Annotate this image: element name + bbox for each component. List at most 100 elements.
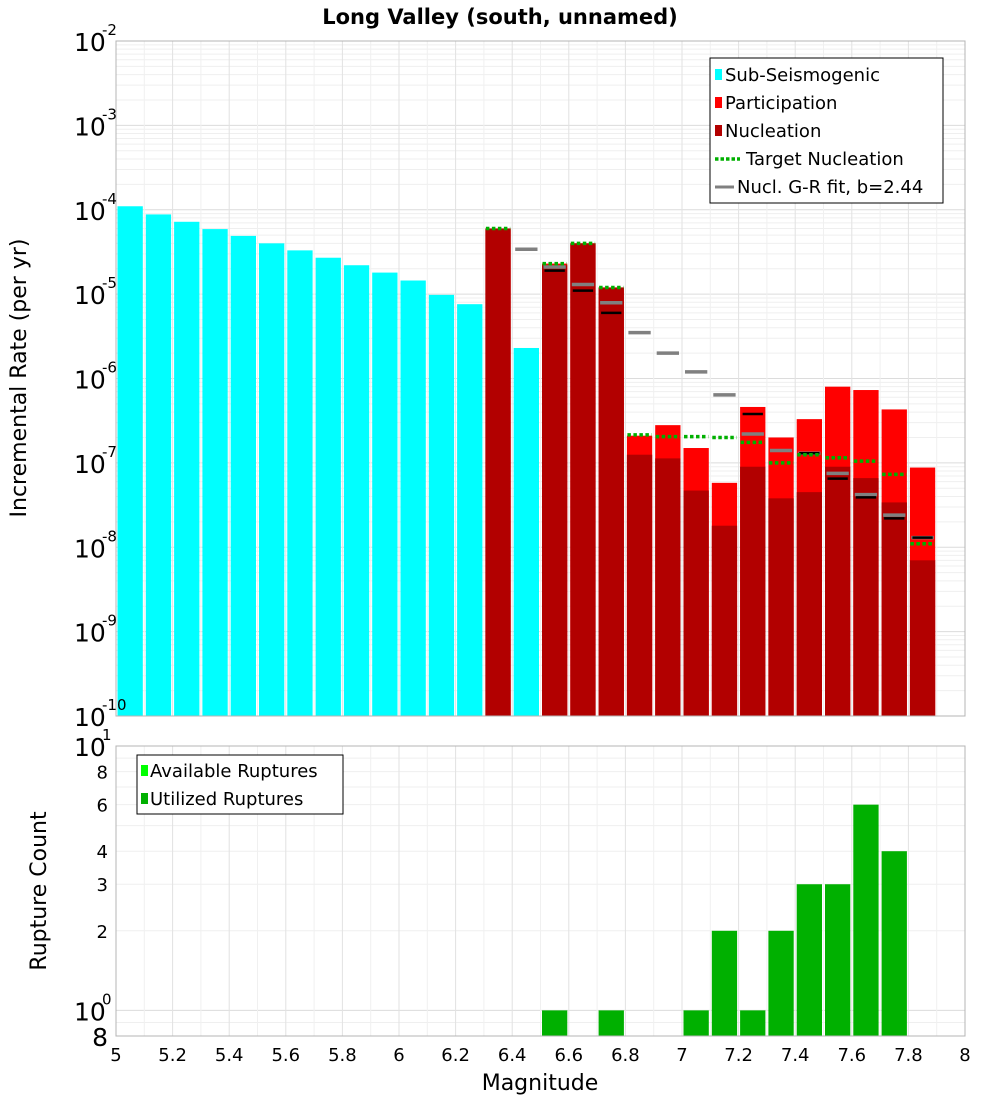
sub-seismogenic-bar: [202, 229, 228, 717]
legend-label: Participation: [725, 93, 837, 114]
nucleation-bar: [598, 287, 624, 716]
sub-seismogenic-bar: [259, 243, 285, 717]
sub-seismogenic-bar: [145, 214, 172, 717]
x-axis-label: Magnitude: [482, 1071, 599, 1096]
bottom-plot-frame: [115, 745, 966, 1037]
chart-title: Long Valley (south, unnamed): [322, 5, 678, 29]
sub-seismogenic-bar: [513, 347, 539, 716]
sub-seismogenic-bar: [428, 294, 455, 716]
legend-swatch: [141, 765, 148, 776]
y-tick-label: -8: [102, 527, 117, 545]
nucleation-bar: [655, 458, 681, 716]
bottom-legend: [136, 754, 344, 815]
utilized-ruptures-bar: [740, 1010, 766, 1036]
y-tick-label: 1: [102, 726, 112, 744]
x-tick-label: 8: [959, 1045, 970, 1066]
sub-seismogenic-bar: [457, 304, 483, 716]
y-tick-label: 10: [74, 450, 106, 479]
y-tick-label: 8: [92, 1023, 108, 1052]
y-tick-label: 10: [74, 534, 106, 563]
legend-label: Nucleation: [725, 121, 821, 142]
legend-label: Sub-Seismogenic: [725, 65, 880, 86]
x-tick-label: 5.8: [328, 1045, 357, 1066]
nucleation-bar: [825, 466, 851, 716]
nucleation-bar: [542, 265, 568, 716]
x-tick-label: 5.2: [158, 1045, 187, 1066]
top-plot-frame: [115, 40, 966, 717]
y-tick-label: -5: [102, 274, 117, 292]
y-tick-label: 10: [74, 28, 106, 57]
x-tick-label: 6.4: [498, 1045, 527, 1066]
sub-seismogenic-bar: [372, 272, 398, 716]
legend-label: Target Nucleation: [745, 149, 904, 170]
x-tick-label: 7.4: [781, 1045, 810, 1066]
nucleation-bar: [740, 466, 766, 716]
x-tick-label: 6.8: [611, 1045, 640, 1066]
y-tick-label: 4: [97, 842, 108, 863]
nucleation-bar: [796, 492, 822, 716]
x-tick-label: 5: [110, 1045, 121, 1066]
x-tick-label: 7.6: [837, 1045, 866, 1066]
y-tick-label: -2: [102, 21, 117, 39]
y-tick-label: 10: [74, 997, 106, 1026]
y-tick-label: -9: [102, 612, 117, 630]
top-legend: [709, 57, 944, 204]
y-tick-label: -3: [102, 105, 117, 123]
sub-seismogenic-bar: [287, 250, 313, 717]
utilized-ruptures-bar: [683, 1010, 709, 1036]
x-tick-label: 5.4: [215, 1045, 244, 1066]
nucleation-bar: [909, 560, 936, 716]
utilized-ruptures-bar: [825, 884, 851, 1036]
legend-swatch: [715, 125, 722, 136]
nucleation-bar: [485, 228, 511, 716]
y-tick-label: 10: [74, 112, 106, 141]
top-y-axis-label: Incremental Rate (per yr): [7, 239, 32, 518]
nucleation-bar: [626, 454, 653, 716]
sub-seismogenic-bar: [400, 280, 426, 716]
sub-seismogenic-bar: [230, 235, 256, 716]
y-tick-label: -6: [102, 359, 117, 377]
nucleation-bar: [683, 490, 709, 716]
sub-seismogenic-bar: [315, 257, 341, 716]
y-tick-label: 10: [74, 197, 106, 226]
y-tick-label: -7: [102, 443, 117, 461]
y-tick-label: 10: [74, 366, 106, 395]
x-tick-label: 6.6: [554, 1045, 583, 1066]
y-tick-label: -10: [102, 696, 127, 714]
x-tick-label: 7: [676, 1045, 687, 1066]
y-tick-label: 0: [102, 990, 112, 1008]
nucleation-bar: [570, 243, 596, 717]
y-tick-label: 10: [74, 703, 106, 732]
y-tick-label: 10: [74, 619, 106, 648]
legend-swatch: [715, 97, 722, 108]
x-tick-label: 7.2: [724, 1045, 753, 1066]
y-tick-label: 10: [74, 281, 106, 310]
sub-seismogenic-bar: [174, 221, 200, 716]
x-tick-label: 6: [393, 1045, 404, 1066]
legend-label: Nucl. G-R fit, b=2.44: [737, 177, 923, 198]
y-tick-label: 8: [97, 763, 108, 784]
utilized-ruptures-bar: [711, 930, 738, 1036]
utilized-ruptures-bar: [768, 930, 794, 1036]
x-tick-label: 5.6: [271, 1045, 300, 1066]
legend-swatch: [141, 793, 148, 804]
legend-label: Available Ruptures: [150, 761, 318, 782]
sub-seismogenic-bar: [343, 265, 370, 716]
nucleation-bar: [881, 502, 907, 716]
utilized-ruptures-bar: [881, 851, 907, 1036]
legend-label: Utilized Ruptures: [150, 789, 303, 810]
y-tick-label: 10: [74, 733, 106, 762]
y-tick-label: 3: [97, 875, 108, 896]
utilized-ruptures-bar: [796, 884, 822, 1036]
y-tick-label: 6: [97, 796, 108, 817]
utilized-ruptures-bar: [542, 1010, 568, 1036]
y-tick-label: -4: [102, 190, 117, 208]
legend-swatch: [715, 69, 722, 80]
x-tick-label: 7.8: [894, 1045, 923, 1066]
sub-seismogenic-bar: [117, 206, 143, 716]
utilized-ruptures-bar: [853, 804, 879, 1036]
x-tick-label: 6.2: [441, 1045, 470, 1066]
nucleation-bar: [853, 478, 879, 716]
nucleation-bar: [768, 498, 794, 716]
